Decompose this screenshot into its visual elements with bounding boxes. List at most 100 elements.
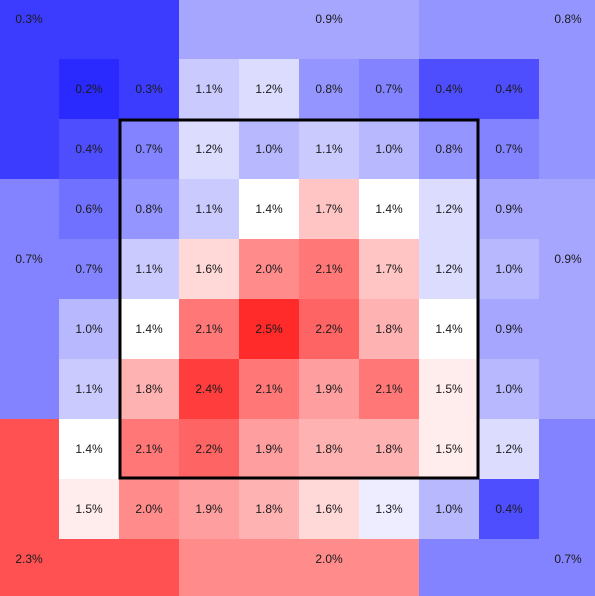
zone-cell-r5-c0: [59, 359, 119, 419]
zone-cell-label-r2-c2: 1.1%: [195, 202, 223, 216]
zone-cell-r7-c6: [419, 479, 479, 539]
zone-cell-r2-c2: [179, 179, 239, 239]
zone-cell-r6-c4: [299, 419, 359, 479]
outer-zone-bottom-right: [419, 419, 595, 596]
zone-cell-label-r0-c4: 0.8%: [315, 82, 343, 96]
zone-cell-r2-c4: [299, 179, 359, 239]
zone-cell-r0-c1: [119, 59, 179, 119]
zone-cell-r7-c1: [119, 479, 179, 539]
zone-cell-label-r1-c3: 1.0%: [255, 142, 283, 156]
zone-cell-r5-c2: [179, 359, 239, 419]
zone-cell-r6-c5: [359, 419, 419, 479]
zone-cell-label-r5-c0: 1.1%: [75, 382, 103, 396]
zone-cell-r0-c6: [419, 59, 479, 119]
zone-cell-label-r5-c3: 2.1%: [255, 382, 283, 396]
zone-cell-r6-c3: [239, 419, 299, 479]
zone-cell-label-r6-c3: 1.9%: [255, 442, 283, 456]
zone-cell-r1-c7: [479, 119, 539, 179]
zone-cell-r6-c6: [419, 419, 479, 479]
outer-zone-top-center: [179, 0, 419, 59]
outer-zone-top-right: [419, 0, 595, 179]
zone-cell-r7-c0: [59, 479, 119, 539]
zone-cell-r1-c1: [119, 119, 179, 179]
outer-zone-label-middle-right: 0.9%: [554, 252, 582, 266]
zone-cell-r6-c2: [179, 419, 239, 479]
outer-zone-label-top-left: 0.3%: [15, 12, 43, 26]
zone-cell-r1-c0: [59, 119, 119, 179]
zone-cell-label-r1-c1: 0.7%: [135, 142, 163, 156]
zone-cell-r0-c3: [239, 59, 299, 119]
zone-cell-r5-c6: [419, 359, 479, 419]
zone-cell-label-r6-c2: 2.2%: [195, 442, 223, 456]
zone-cell-label-r3-c5: 1.7%: [375, 262, 403, 276]
zone-cell-r2-c3: [239, 179, 299, 239]
outer-zone-bottom-left: [0, 419, 179, 596]
zone-cell-label-r7-c4: 1.6%: [315, 502, 343, 516]
zone-cell-label-r7-c1: 2.0%: [135, 502, 163, 516]
zone-cell-r1-c6: [419, 119, 479, 179]
zone-cell-label-r6-c7: 1.2%: [495, 442, 523, 456]
zone-cell-label-r5-c6: 1.5%: [435, 382, 463, 396]
zone-cell-r4-c7: [479, 299, 539, 359]
zone-cell-label-r3-c2: 1.6%: [195, 262, 223, 276]
zone-cell-r3-c1: [119, 239, 179, 299]
zone-cell-r0-c2: [179, 59, 239, 119]
zone-cell-label-r7-c2: 1.9%: [195, 502, 223, 516]
zone-cell-label-r3-c3: 2.0%: [255, 262, 283, 276]
zone-cell-label-r1-c6: 0.8%: [435, 142, 463, 156]
outer-zone-middle-left: [0, 179, 59, 419]
zone-cell-label-r6-c4: 1.8%: [315, 442, 343, 456]
zone-cell-r1-c2: [179, 119, 239, 179]
zone-cell-label-r3-c4: 2.1%: [315, 262, 343, 276]
inner-grid-layer: [59, 59, 539, 539]
zone-cell-r7-c5: [359, 479, 419, 539]
outer-zone-top-left: [0, 0, 179, 179]
strike-zone-box: [118, 118, 480, 480]
zone-cell-label-r1-c5: 1.0%: [375, 142, 403, 156]
zone-cell-r5-c7: [479, 359, 539, 419]
zone-cell-label-r2-c0: 0.6%: [75, 202, 103, 216]
zone-cell-r4-c0: [59, 299, 119, 359]
zone-cell-r5-c5: [359, 359, 419, 419]
zone-cell-label-r5-c7: 1.0%: [495, 382, 523, 396]
zone-cell-label-r5-c2: 2.4%: [195, 382, 223, 396]
zone-cell-label-r1-c2: 1.2%: [195, 142, 223, 156]
outer-zone-label-bottom-center: 2.0%: [315, 552, 343, 566]
zone-cell-r2-c5: [359, 179, 419, 239]
zone-cell-label-r0-c2: 1.1%: [195, 82, 223, 96]
zone-cell-r6-c7: [479, 419, 539, 479]
zone-cell-r4-c1: [119, 299, 179, 359]
zone-cell-label-r0-c1: 0.3%: [135, 82, 163, 96]
zone-cell-r5-c4: [299, 359, 359, 419]
zone-cell-label-r3-c6: 1.2%: [435, 262, 463, 276]
zone-cell-label-r5-c5: 2.1%: [375, 382, 403, 396]
zone-cell-label-r3-c0: 0.7%: [75, 262, 103, 276]
zone-cell-r7-c2: [179, 479, 239, 539]
zone-cell-label-r0-c3: 1.2%: [255, 82, 283, 96]
zone-cell-label-r6-c1: 2.1%: [135, 442, 163, 456]
zone-cell-r7-c7: [479, 479, 539, 539]
outer-zone-label-bottom-left: 2.3%: [15, 552, 43, 566]
outer-zone-middle-right: [539, 179, 595, 419]
zone-cell-r4-c5: [359, 299, 419, 359]
zone-cell-r6-c0: [59, 419, 119, 479]
zone-cell-label-r0-c0: 0.2%: [75, 82, 103, 96]
zone-cell-label-r2-c7: 0.9%: [495, 202, 523, 216]
zone-cell-r0-c7: [479, 59, 539, 119]
outer-zone-label-middle-left: 0.7%: [15, 252, 43, 266]
zone-cell-label-r7-c6: 1.0%: [435, 502, 463, 516]
zone-cell-label-r1-c0: 0.4%: [75, 142, 103, 156]
zone-cell-r3-c7: [479, 239, 539, 299]
zone-cell-label-r2-c4: 1.7%: [315, 202, 343, 216]
outer-zone-label-top-center: 0.9%: [315, 12, 343, 26]
zone-cell-r5-c3: [239, 359, 299, 419]
zone-cell-r5-c1: [119, 359, 179, 419]
zone-cell-label-r6-c6: 1.5%: [435, 442, 463, 456]
zone-cell-r3-c0: [59, 239, 119, 299]
zone-cell-r3-c6: [419, 239, 479, 299]
zone-cell-r7-c4: [299, 479, 359, 539]
zone-cell-label-r4-c4: 2.2%: [315, 322, 343, 336]
zone-cell-label-r1-c7: 0.7%: [495, 142, 523, 156]
zone-cell-r3-c5: [359, 239, 419, 299]
